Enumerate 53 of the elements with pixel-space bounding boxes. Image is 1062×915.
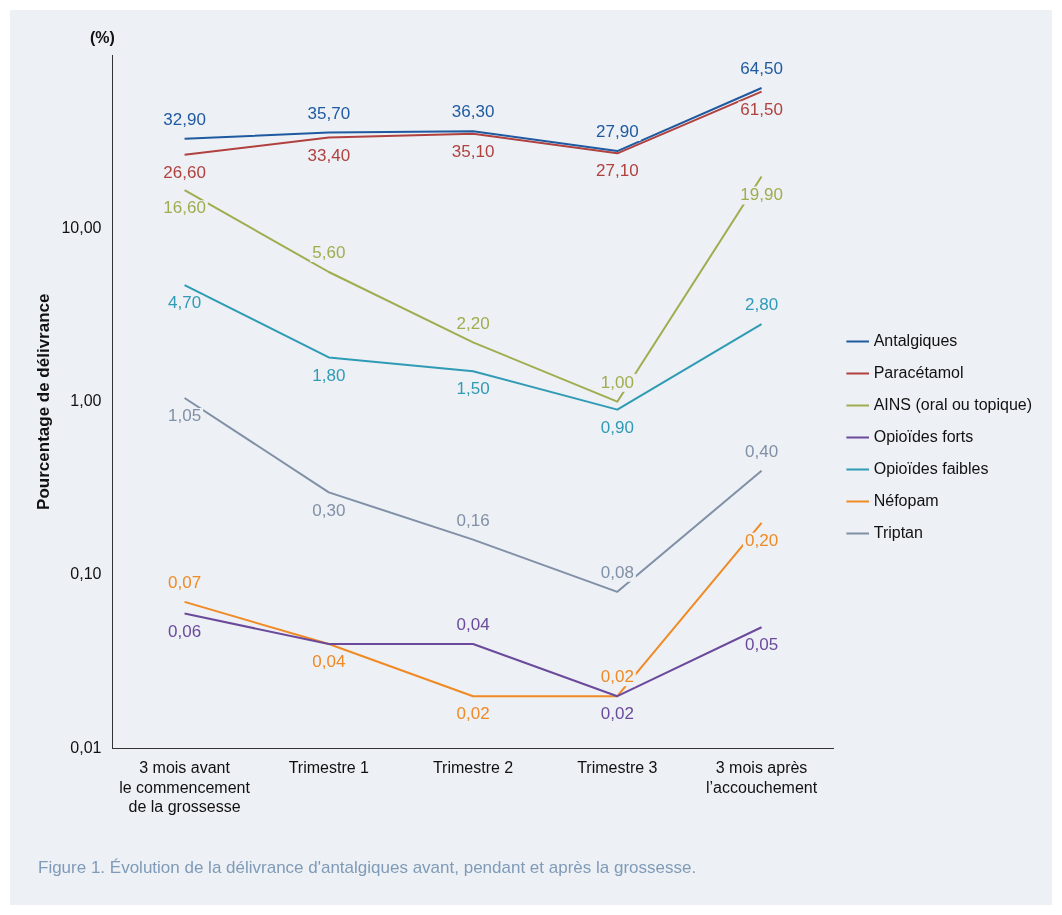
y-tick-label: 0,10 [70,565,102,583]
data-label: 16,60 [163,198,206,218]
data-label: 0,02 [600,667,634,687]
text: (%) [89,29,115,47]
data-label: 27,90 [596,122,639,142]
x-tick-label: 3 mois avant le commencement de la grossesse [119,759,251,815]
x-tick-label: Trimestre 2 [432,759,514,777]
legend-label: AINS (oral ou topique) [873,395,1033,413]
data-label: 27,10 [596,161,639,181]
y-tick-label: 10,00 [61,218,102,236]
data-label: 0,02 [456,704,490,724]
data-label: 1,50 [456,379,490,399]
x-tick-label: Trimestre 3 [577,759,658,777]
data-label: 0,40 [745,441,779,461]
data-label: 33,40 [307,145,351,165]
data-label: 4,70 [168,293,202,313]
data-label: 0,08 [600,563,634,583]
data-label: 0,30 [312,500,346,520]
data-label: 64,50 [740,59,783,79]
data-label: 0,16 [456,510,490,530]
y-tick-label: 0,01 [70,738,102,756]
data-label: 0,05 [745,635,779,655]
data-label: 2,80 [745,295,779,315]
legend-label: Antalgiques [873,331,958,349]
y-tick-label: 1,00 [70,392,102,410]
x-tick-label: 3 mois après l’accouchement [705,759,818,796]
data-label: 0,07 [168,573,202,593]
data-label: 32,90 [163,109,206,129]
data-label: 0,20 [745,531,779,551]
x-tick-label: Trimestre 1 [288,759,370,777]
data-label: 2,20 [456,313,490,333]
data-label: 1,00 [600,372,634,392]
data-label: 0,04 [456,615,490,635]
data-label: 35,10 [451,142,495,162]
data-label: 26,60 [163,162,206,182]
data-label: 36,30 [451,102,495,122]
data-label: 61,50 [740,99,783,119]
caption: Figure 1. Évolution de la délivrance d'antalgiques avant, pendant et après la grossesse. [38,858,697,878]
data-label: 19,90 [740,184,783,204]
data-label: 5,60 [312,243,346,263]
y-axis-title: Pourcentage de délivrance [33,293,53,510]
data-label: 0,90 [600,417,634,437]
data-label: 1,05 [168,406,202,426]
data-label: 0,02 [600,704,634,724]
legend-label: Opioïdes faibles [873,459,989,477]
data-label: 0,06 [168,621,202,641]
legend-label: Paracétamol [873,363,964,381]
legend-label: Triptan [873,523,923,541]
legend-label: Néfopam [873,491,939,509]
data-label: 0,04 [312,652,346,672]
data-label: 35,70 [307,103,351,123]
data-label: 1,80 [312,365,346,385]
legend-label: Opioïdes forts [873,427,974,445]
